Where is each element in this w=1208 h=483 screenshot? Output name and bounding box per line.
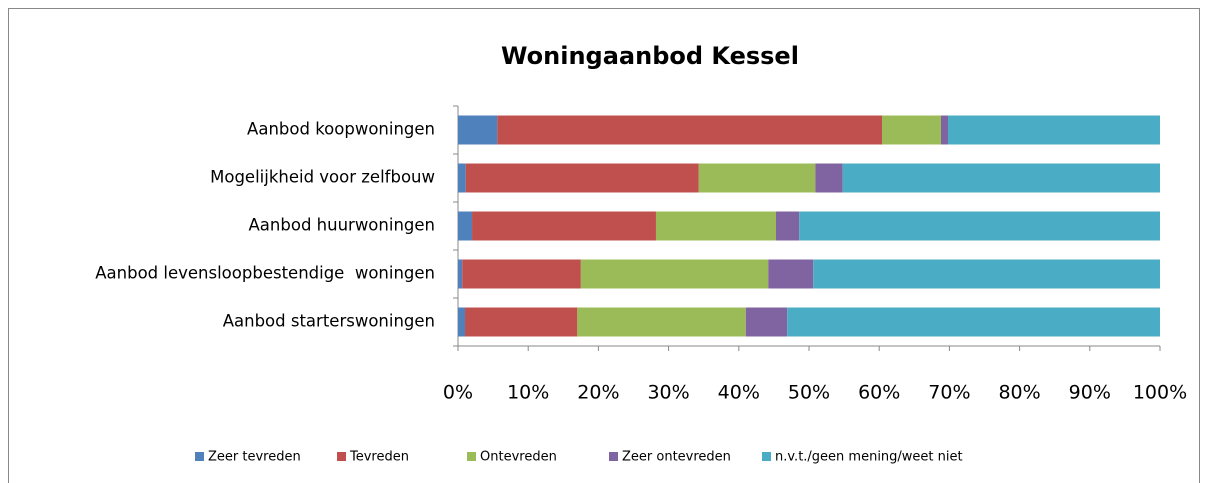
- y-tick-label: Aanbod huurwoningen: [249, 216, 435, 235]
- bar-segment: [813, 259, 1160, 289]
- x-tick-label: 100%: [1133, 382, 1187, 404]
- bar-segment: [580, 259, 769, 289]
- bar-segment: [458, 259, 463, 289]
- y-tick-label: Aanbod koopwoningen: [247, 120, 435, 139]
- bar-segment: [458, 115, 498, 145]
- bar-segment: [815, 163, 843, 193]
- bar-segment: [787, 307, 1160, 337]
- bar-segment: [947, 115, 1160, 145]
- bar-segment: [458, 211, 473, 241]
- bar-segment: [799, 211, 1160, 241]
- bar-segment: [458, 307, 466, 337]
- legend-swatch: [337, 452, 346, 461]
- x-tick-label: 40%: [718, 382, 760, 404]
- bar-segment: [655, 211, 777, 241]
- x-tick-label: 80%: [998, 382, 1040, 404]
- x-tick-label: 30%: [647, 382, 689, 404]
- bar-segment: [745, 307, 788, 337]
- bar-segment: [768, 259, 814, 289]
- bar-segment: [465, 307, 578, 337]
- x-tick-label: 0%: [443, 382, 473, 404]
- bar-segment: [462, 259, 581, 289]
- bar-segment: [882, 115, 941, 145]
- legend-label: Tevreden: [349, 450, 409, 465]
- legend-label: Ontevreden: [480, 450, 557, 465]
- y-tick-label: Aanbod levensloopbestendige woningen: [95, 264, 435, 283]
- y-tick-label: Aanbod starterswoningen: [223, 312, 435, 331]
- bar-segment: [472, 211, 656, 241]
- legend-label: n.v.t./geen mening/weet niet: [775, 450, 963, 465]
- x-tick-label: 10%: [507, 382, 549, 404]
- legend-swatch: [609, 452, 618, 461]
- legend-label: Zeer ontevreden: [622, 450, 731, 465]
- legend-swatch: [762, 452, 771, 461]
- y-tick-label: Mogelijkheid voor zelfbouw: [210, 168, 435, 187]
- bar-segment: [842, 163, 1160, 193]
- x-tick-label: 70%: [928, 382, 970, 404]
- bar-segment: [465, 163, 699, 193]
- legend-swatch: [467, 452, 476, 461]
- chart-title: Woningaanbod Kessel: [501, 42, 799, 70]
- bar-segment: [776, 211, 800, 241]
- x-tick-label: 50%: [788, 382, 830, 404]
- bar-segment: [940, 115, 948, 145]
- bar-segment: [458, 163, 466, 193]
- x-tick-label: 90%: [1069, 382, 1111, 404]
- chart-frame: [8, 8, 1200, 483]
- legend-swatch: [195, 452, 204, 461]
- x-tick-label: 20%: [577, 382, 619, 404]
- x-tick-label: 60%: [858, 382, 900, 404]
- bar-segment: [577, 307, 746, 337]
- legend-label: Zeer tevreden: [208, 450, 301, 465]
- bar-segment: [698, 163, 816, 193]
- bar-segment: [497, 115, 883, 145]
